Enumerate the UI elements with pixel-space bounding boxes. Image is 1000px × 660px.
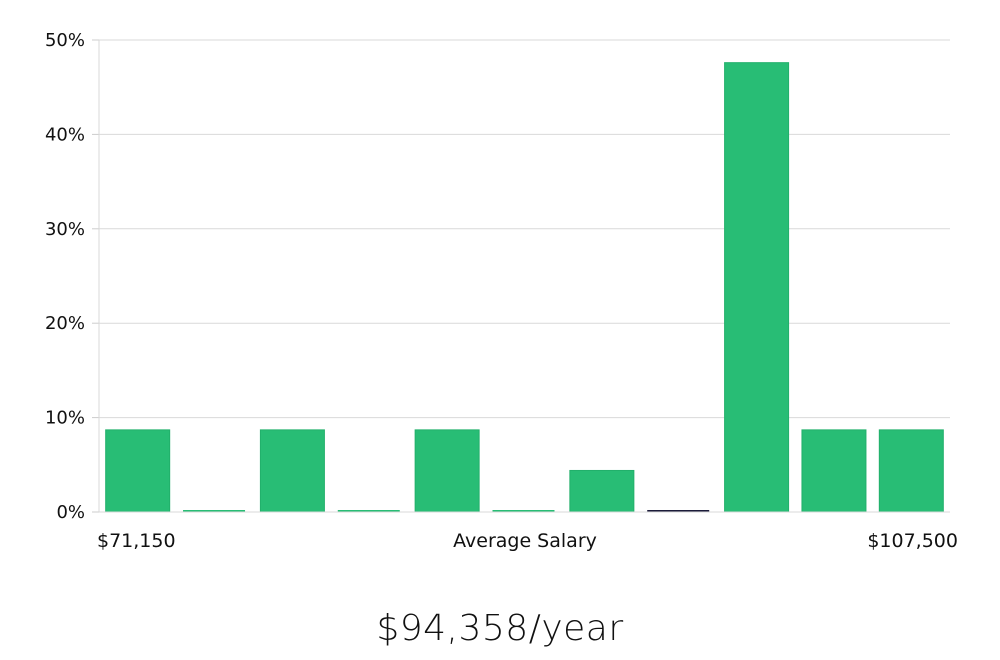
bar[interactable] <box>724 62 790 513</box>
bar[interactable] <box>414 429 480 513</box>
bar[interactable] <box>105 429 171 513</box>
y-tick-label: 50% <box>45 30 85 51</box>
bar[interactable] <box>259 429 325 513</box>
y-tick-label: 0% <box>56 502 85 523</box>
current-salary-marker[interactable] <box>647 510 710 512</box>
bar-empty[interactable] <box>183 510 246 512</box>
bar-empty[interactable] <box>492 510 555 512</box>
x-axis-title: Average Salary <box>453 530 597 552</box>
bar[interactable] <box>878 429 944 513</box>
bars <box>105 62 944 513</box>
y-tick-label: 40% <box>45 124 85 145</box>
y-tick-label: 30% <box>45 219 85 240</box>
y-tick-label: 20% <box>45 313 85 334</box>
x-max-label: $107,500 <box>867 530 958 552</box>
bar[interactable] <box>569 469 635 513</box>
x-min-label: $71,150 <box>97 530 176 552</box>
bar[interactable] <box>801 429 867 513</box>
y-axis-ticks: 0% 10% 20% 30% 40% 50% <box>45 30 99 523</box>
average-salary-value: $94,358/year <box>376 608 624 649</box>
gridlines <box>99 39 950 419</box>
bar-empty[interactable] <box>337 510 400 512</box>
y-tick-label: 10% <box>45 408 85 429</box>
